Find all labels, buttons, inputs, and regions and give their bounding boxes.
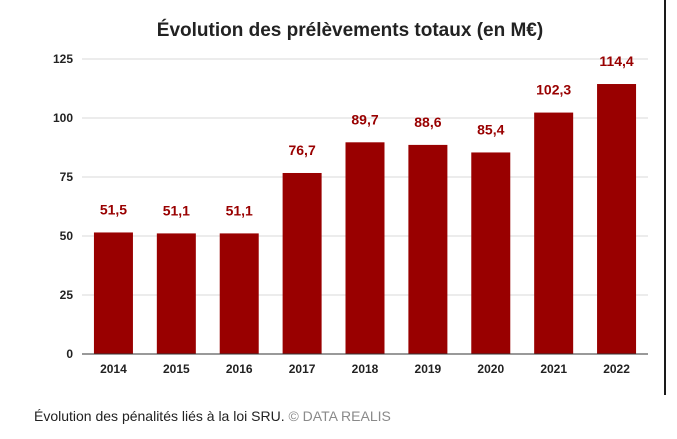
data-label-2019: 88,6: [414, 114, 441, 130]
data-label-2020: 85,4: [477, 121, 504, 137]
bars: [93, 84, 637, 355]
y-tick-label: 75: [60, 170, 74, 184]
x-tick-label: 2020: [477, 362, 504, 376]
bar-2015: [156, 233, 196, 354]
bar-2017: [282, 172, 322, 354]
bar-2014: [93, 232, 133, 354]
data-label-2017: 76,7: [288, 142, 315, 158]
data-label-2015: 51,1: [163, 202, 190, 218]
data-labels: 51,5 51,1 51,1 76,7 89,7 88,6 85,4 102,3 114,4: [100, 53, 634, 218]
axes: 0 25 50 75 100 125 2014 2015 2016 2017 2018 2019 202…: [53, 52, 648, 376]
y-tick-label: 100: [53, 111, 73, 125]
y-tick-label: 0: [66, 347, 73, 361]
y-tick-label: 125: [53, 52, 73, 66]
x-tick-label: 2016: [226, 362, 253, 376]
bar-2020: [471, 152, 511, 354]
x-tick-label: 2019: [415, 362, 442, 376]
data-label-2018: 89,7: [351, 111, 378, 127]
data-label-2016: 51,1: [226, 202, 253, 218]
bar-2022: [597, 84, 637, 355]
bar-chart: Évolution des prélèvements totaux (en M€…: [53, 19, 648, 376]
data-label-2014: 51,5: [100, 201, 127, 217]
x-tick-label: 2022: [603, 362, 630, 376]
x-tick-label: 2015: [163, 362, 190, 376]
data-label-2022: 114,4: [599, 53, 633, 69]
caption-text: Évolution des pénalités liés à la loi SR…: [34, 408, 285, 424]
x-tick-label: 2018: [352, 362, 379, 376]
caption: Évolution des pénalités liés à la loi SR…: [34, 408, 391, 424]
bar-2018: [345, 142, 385, 354]
caption-credit: © DATA REALIS: [288, 408, 391, 424]
bar-2016: [219, 233, 259, 354]
data-label-2021: 102,3: [536, 82, 571, 98]
bar-2021: [534, 112, 574, 355]
right-divider: [664, 0, 666, 395]
y-tick-label: 25: [60, 288, 74, 302]
x-tick-label: 2014: [100, 362, 127, 376]
x-tick-label: 2021: [540, 362, 567, 376]
y-tick-label: 50: [60, 229, 74, 243]
x-tick-label: 2017: [289, 362, 316, 376]
chart-title: Évolution des prélèvements totaux (en M€…: [157, 19, 543, 41]
bar-2019: [408, 144, 448, 354]
